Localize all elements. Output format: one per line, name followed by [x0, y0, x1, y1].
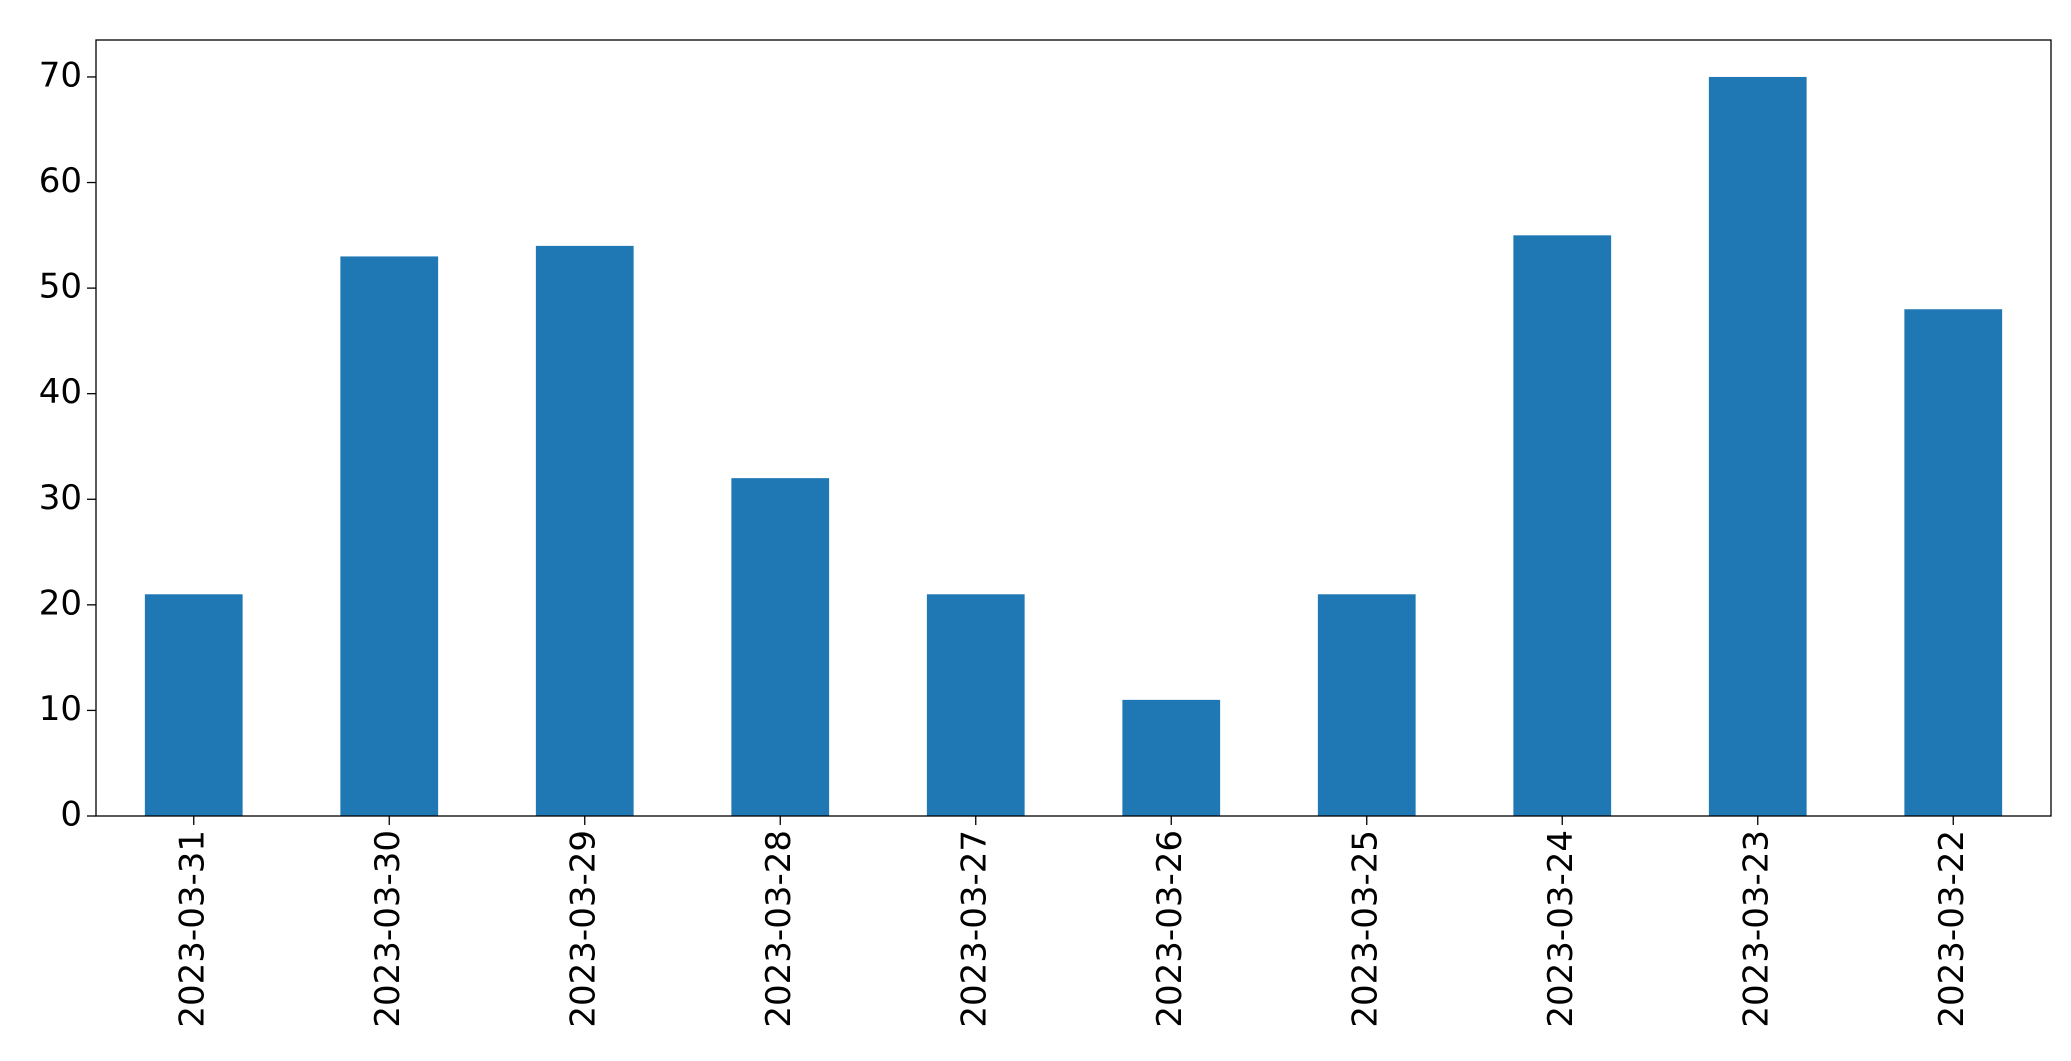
x-tick-label: 2023-03-25 — [1345, 830, 1385, 1028]
y-tick-label: 0 — [60, 795, 82, 835]
bar — [1317, 594, 1416, 816]
bar — [535, 245, 634, 816]
y-tick-label: 20 — [39, 583, 82, 623]
y-tick-label: 50 — [39, 267, 82, 307]
x-tick-label: 2023-03-28 — [759, 830, 799, 1028]
bar — [731, 478, 830, 816]
bar — [144, 594, 243, 816]
bar — [1708, 76, 1807, 816]
y-tick-label: 30 — [39, 478, 82, 518]
bar — [926, 594, 1025, 816]
bar — [1513, 235, 1612, 817]
bar — [340, 256, 439, 816]
y-tick-label: 10 — [39, 689, 82, 729]
axes-frame — [95, 39, 2052, 817]
y-tick-label: 60 — [39, 161, 82, 201]
y-tick-label: 70 — [39, 55, 82, 95]
bar — [1904, 309, 2003, 816]
x-tick-label: 2023-03-23 — [1736, 830, 1776, 1028]
x-tick-label: 2023-03-30 — [368, 830, 408, 1028]
x-tick-label: 2023-03-31 — [172, 830, 212, 1028]
y-tick-label: 40 — [39, 372, 82, 412]
x-tick-label: 2023-03-26 — [1150, 830, 1190, 1028]
x-tick-label: 2023-03-29 — [563, 830, 603, 1028]
x-tick-label: 2023-03-24 — [1541, 830, 1581, 1028]
bar — [1122, 699, 1221, 816]
x-tick-label: 2023-03-22 — [1932, 830, 1972, 1028]
x-tick-label: 2023-03-27 — [954, 830, 994, 1028]
